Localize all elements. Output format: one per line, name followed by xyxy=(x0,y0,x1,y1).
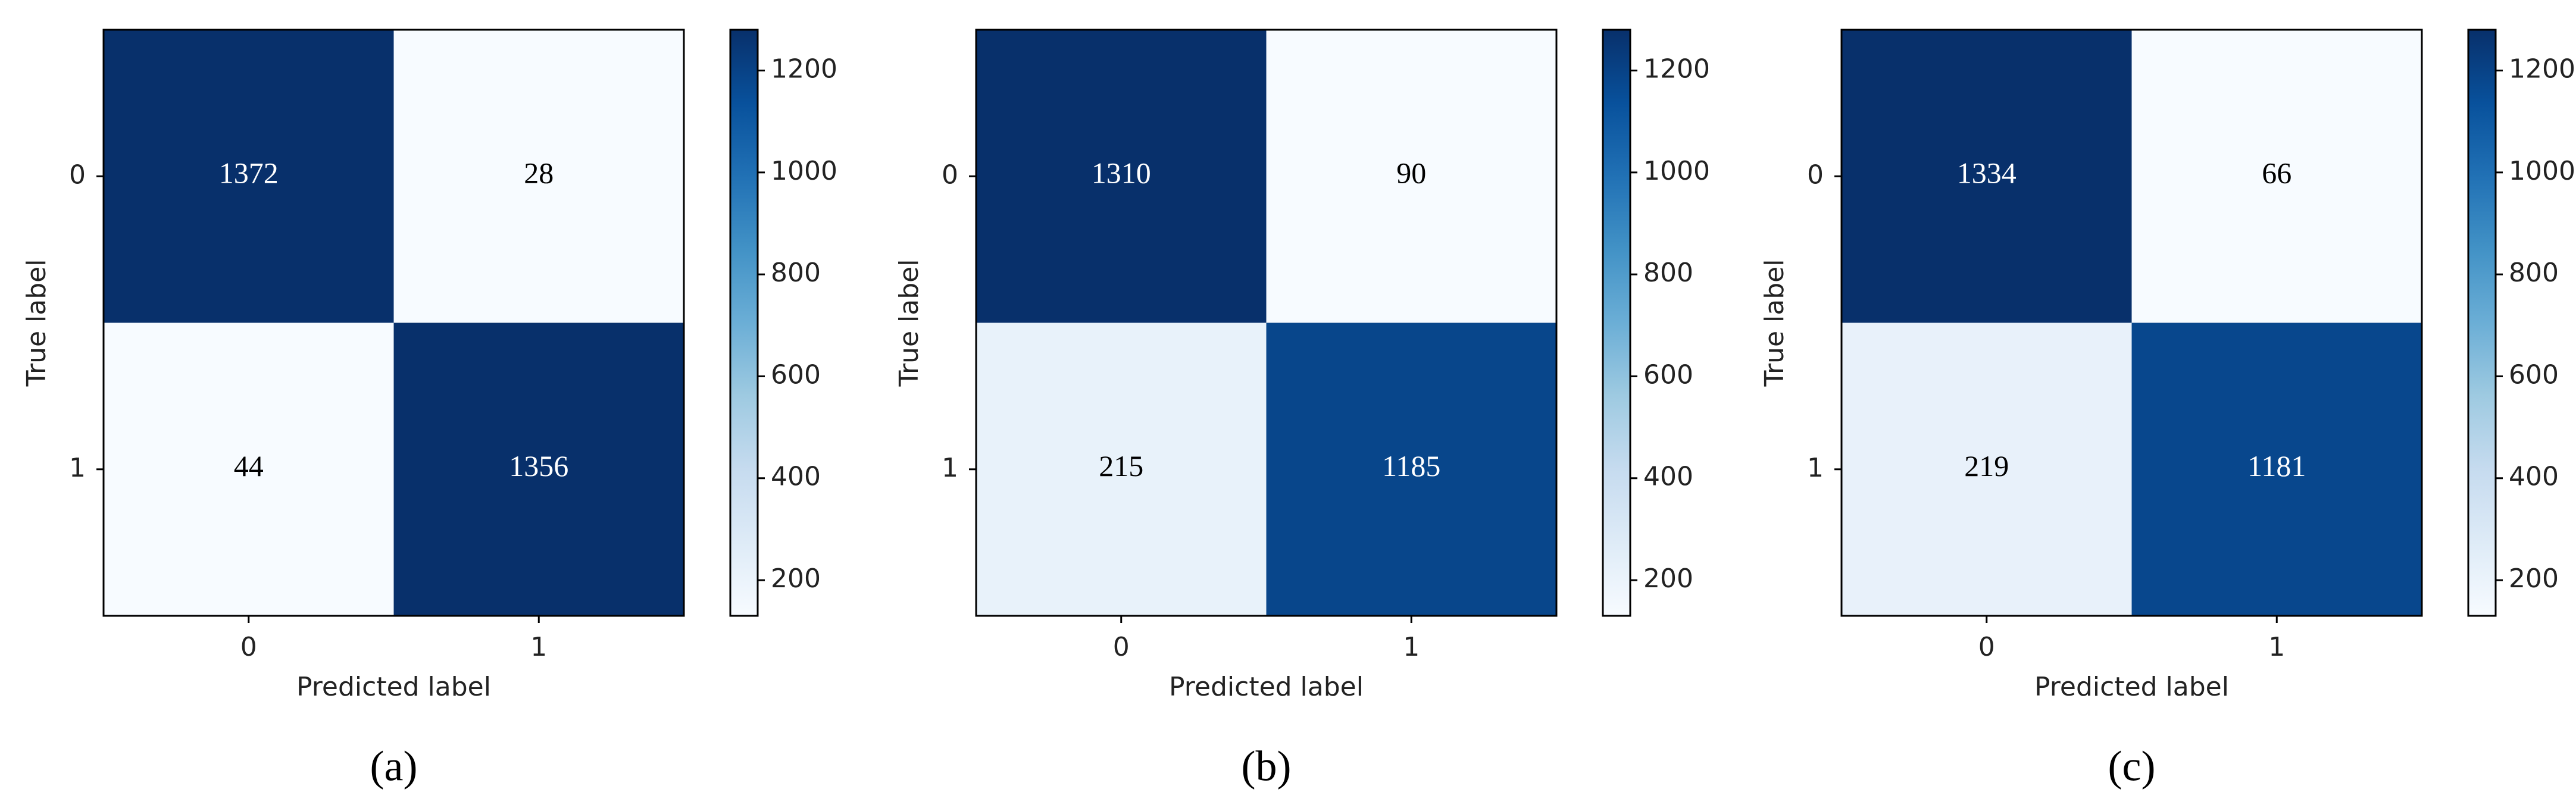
cell-value: 1310 xyxy=(1092,156,1151,190)
colorbar-tick-label: 200 xyxy=(1643,563,1693,594)
colorbar-tick-label: 1200 xyxy=(2509,54,2575,84)
colorbar-tick-label: 1000 xyxy=(1643,156,1710,186)
colorbar-tick-label: 1200 xyxy=(1643,54,1710,84)
colorbar-tick-label: 600 xyxy=(2509,359,2559,390)
y-axis-title: True label xyxy=(894,259,924,387)
x-axis-title: Predicted label xyxy=(1169,672,1364,702)
colorbar-tick-label: 200 xyxy=(2509,563,2559,594)
cell xyxy=(104,30,394,323)
x-axis-title: Predicted label xyxy=(2034,672,2229,702)
x-tick-label: 1 xyxy=(530,632,547,662)
colorbar-tick-label: 600 xyxy=(771,359,821,390)
y-tick-label: 1 xyxy=(1807,453,1824,483)
plot-frame xyxy=(102,29,685,617)
cell xyxy=(976,30,1267,323)
colorbar-tick-label: 600 xyxy=(1643,359,1693,390)
colorbar-tick-label: 1000 xyxy=(2509,156,2575,186)
cell-value: 90 xyxy=(1396,156,1426,190)
x-tick-label: 1 xyxy=(2268,632,2285,662)
plot-frame xyxy=(975,29,1558,617)
colorbar-tick-label: 1000 xyxy=(771,156,837,186)
cell-value: 1185 xyxy=(1382,449,1440,483)
cell xyxy=(1266,322,1556,616)
x-tick-label: 0 xyxy=(240,632,257,662)
y-axis-title: True label xyxy=(1759,259,1790,387)
colorbar-tick-label: 1200 xyxy=(771,54,837,84)
y-tick-label: 0 xyxy=(69,159,86,190)
cell-value: 219 xyxy=(1964,449,2009,483)
colorbar-tick-label: 400 xyxy=(2509,462,2559,492)
cell-value: 1356 xyxy=(509,449,568,483)
x-tick-label: 0 xyxy=(1978,632,1995,662)
colorbar-tick-label: 800 xyxy=(771,258,821,288)
panel-caption: (a) xyxy=(370,743,418,790)
cell-value: 1181 xyxy=(2247,449,2306,483)
colorbar xyxy=(2467,29,2497,617)
y-tick-label: 0 xyxy=(942,159,958,190)
x-tick-label: 0 xyxy=(1113,632,1130,662)
colorbar xyxy=(1602,29,1631,617)
colorbar-tick-label: 400 xyxy=(1643,462,1693,492)
cell-value: 66 xyxy=(2262,156,2291,190)
cell xyxy=(393,30,684,323)
cell-value: 28 xyxy=(524,156,554,190)
cell-value: 44 xyxy=(234,449,264,483)
y-tick-label: 0 xyxy=(1807,159,1824,190)
cell xyxy=(976,322,1267,616)
cell xyxy=(104,322,394,616)
cell xyxy=(1266,30,1556,323)
cell-value: 1372 xyxy=(219,156,279,190)
x-tick-label: 1 xyxy=(1403,632,1420,662)
y-tick-label: 1 xyxy=(69,453,86,483)
y-tick-label: 1 xyxy=(942,453,958,483)
colorbar-tick-label: 200 xyxy=(771,563,821,594)
plot-frame xyxy=(1840,29,2423,617)
y-axis-title: True label xyxy=(21,259,52,387)
cell xyxy=(1842,30,2132,323)
cell xyxy=(393,322,684,616)
cell xyxy=(1842,322,2132,616)
colorbar-tick-label: 800 xyxy=(2509,258,2559,288)
colorbar-tick-label: 400 xyxy=(771,462,821,492)
panel-caption: (b) xyxy=(1242,743,1292,790)
cell-value: 215 xyxy=(1099,449,1143,483)
colorbar-tick-label: 800 xyxy=(1643,258,1693,288)
colorbar xyxy=(729,29,759,617)
x-axis-title: Predicted label xyxy=(296,672,491,702)
cell xyxy=(2131,322,2422,616)
cell-value: 1334 xyxy=(1957,156,2017,190)
cell xyxy=(2131,30,2422,323)
panel-caption: (c) xyxy=(2108,743,2156,790)
